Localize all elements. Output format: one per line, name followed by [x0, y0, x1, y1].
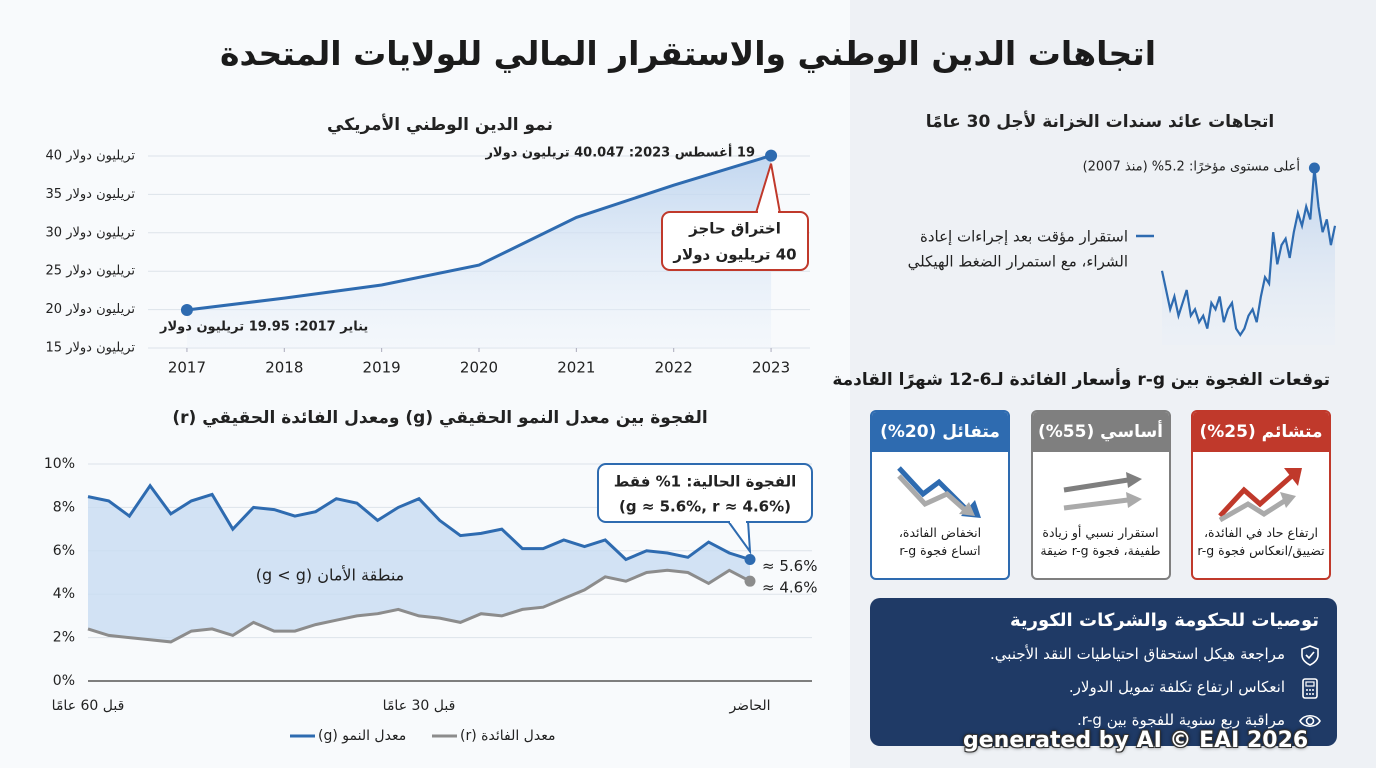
- scenario-card: أساسي (55%) استقرار نسبي أو زيادة طفيفة، ف…: [1030, 410, 1171, 580]
- note-text: استقرار مؤقت بعد إجراءات إعادة: [920, 228, 1128, 246]
- scenario-icon: [897, 466, 981, 518]
- scenario-text: ارتفاع حاد في الفائدة،: [1203, 525, 1319, 540]
- series-line: [87, 568, 751, 644]
- y-tick-label: 4%: [53, 586, 75, 602]
- peak-label: أعلى مستوى مؤخرًا: 5.2% (منذ 2007): [1083, 158, 1300, 175]
- debt-line: [186, 154, 772, 312]
- callout-text: الفجوة الحالية: 1% فقط: [614, 473, 797, 491]
- debt-point: [180, 303, 193, 316]
- watermark: generated by AI © EAI 2026: [963, 728, 1309, 753]
- scenarios-title: توقعات الفجوة بين r-g وأسعار الفائدة لـ6…: [832, 370, 1330, 390]
- end-label: ≈ 5.6%: [762, 557, 817, 575]
- callout-pointer: [727, 520, 752, 555]
- zone-label: منطقة الأمان (g < g): [256, 565, 405, 585]
- x-tick-label: 2020: [460, 359, 498, 377]
- end-point: [744, 553, 756, 565]
- callout-pointer: [755, 163, 781, 214]
- scenario-text: طفيفة، فجوة r-g ضيقة: [1040, 543, 1161, 558]
- end-point: [744, 575, 756, 587]
- note-text: الشراء، مع استمرار الضغط الهيكلي: [908, 253, 1128, 272]
- callout-box: [597, 463, 813, 523]
- y-tick-label: 20 تريليون دولار: [46, 302, 136, 317]
- chart-title: اتجاهات عائد سندات الخزانة لأجل 30 عامًا: [926, 111, 1274, 132]
- scenario-card: متشائم (25%) ارتفاع حاد في الفائدة، تضييق/…: [1191, 410, 1331, 580]
- callout-text: (g ≈ 5.6%, r ≈ 4.6%): [619, 498, 791, 516]
- y-tick-label: 10%: [44, 456, 75, 472]
- safe-zone: [88, 485, 750, 642]
- scenario-text: اتساع فجوة r-g: [899, 543, 981, 558]
- callout-text: 40 تريليون دولار: [672, 246, 796, 264]
- recommendations: توصيات للحكومة والشركات الكورية مراجعة ه…: [870, 598, 1337, 746]
- y-tick-label: 2%: [53, 630, 75, 646]
- end-label: ≈ 4.6%: [762, 579, 817, 597]
- recommendation-item: مراجعة هيكل استحقاق احتياطيات النقد الأج…: [990, 645, 1285, 663]
- scenario-name: متشائم (25%): [1193, 412, 1329, 452]
- main-title: اتجاهات الدين الوطني والاستقرار المالي ل…: [219, 34, 1157, 73]
- scenario-text: انخفاض الفائدة،: [898, 525, 982, 540]
- scenario-text: استقرار نسبي أو زيادة: [1042, 525, 1159, 540]
- recommendation-item: مراقبة ربع سنوية للفجوة بين r-g.: [1077, 711, 1285, 729]
- legend-label: معدل الفائدة (r): [460, 728, 555, 744]
- debt-point: [765, 149, 778, 162]
- recommendation-item: انعكاس ارتفاع تكلفة تمويل الدولار.: [1068, 678, 1285, 696]
- chart-title: نمو الدين الوطني الأمريكي: [327, 114, 553, 135]
- yield-line: [1160, 167, 1337, 338]
- callout-gap: [758, 211, 778, 215]
- x-tick-label: قبل 60 عامًا: [52, 698, 125, 714]
- x-tick-label: 2021: [557, 359, 595, 377]
- recommendation-icon: [1301, 645, 1319, 666]
- x-tick-label: 2019: [363, 359, 401, 377]
- scenario-name: أساسي (55%): [1032, 412, 1169, 452]
- y-tick-label: 30 تريليون دولار: [46, 225, 136, 240]
- scenario-icon: [1218, 468, 1302, 523]
- legend-label: معدل النمو (g): [318, 728, 406, 744]
- annotation: يناير 2017: 19.95 تريليون دولار: [159, 320, 368, 335]
- x-tick-label: قبل 30 عامًا: [383, 698, 456, 714]
- x-tick-label: 2018: [265, 359, 303, 377]
- callout-gap: [730, 519, 746, 523]
- scenario-card: متفائل (20%) انخفاض الفائدة، اتساع فجوة r-…: [870, 410, 1010, 580]
- scenario-icon: [1063, 472, 1142, 511]
- y-tick-label: 35 تريليون دولار: [46, 187, 136, 202]
- y-tick-label: 0%: [53, 673, 75, 689]
- y-tick-label: 25 تريليون دولار: [46, 264, 136, 279]
- chart-title: الفجوة بين معدل النمو الحقيقي (g) ومعدل …: [172, 408, 707, 428]
- scenario-text: تضييق/انعكاس فجوة r-g: [1197, 543, 1325, 558]
- yield-area: [1162, 168, 1335, 345]
- x-tick-label: 2023: [752, 359, 790, 377]
- x-tick-label: الحاضر: [728, 698, 770, 714]
- recommendation-icon: [1302, 678, 1318, 699]
- series-line: [87, 483, 751, 562]
- y-tick-label: 6%: [53, 543, 75, 559]
- y-tick-label: 40 تريليون دولار: [46, 149, 136, 164]
- callout-box: [661, 211, 809, 271]
- x-tick-label: 2022: [655, 359, 693, 377]
- x-tick-label: 2017: [168, 359, 206, 377]
- recommendations-title: توصيات للحكومة والشركات الكورية: [1010, 610, 1319, 631]
- y-tick-label: 8%: [53, 499, 75, 515]
- scenario-name: متفائل (20%): [872, 412, 1008, 452]
- peak-point: [1308, 162, 1320, 174]
- debt-area: [186, 155, 772, 348]
- callout-text: اختراق حاجز: [688, 220, 781, 238]
- annotation: 19 أغسطس 2023: 40.047 تريليون دولار: [484, 144, 755, 161]
- recommendation-icon: [1299, 714, 1321, 728]
- y-tick-label: 15 تريليون دولار: [46, 341, 136, 356]
